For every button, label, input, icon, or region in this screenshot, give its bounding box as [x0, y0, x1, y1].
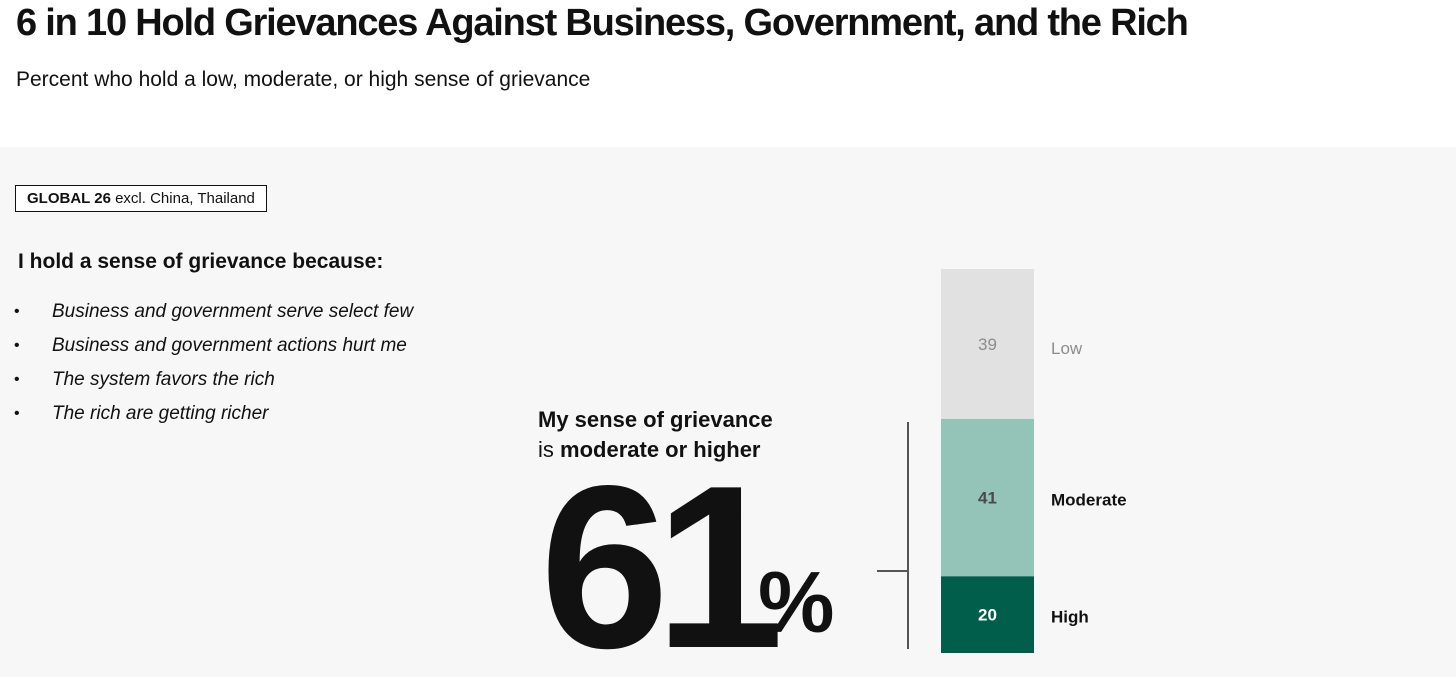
region-badge-bold: GLOBAL 26 [27, 190, 111, 207]
chart-subtitle: Percent who hold a low, moderate, or hig… [16, 68, 591, 91]
reason-item: The system favors the rich [0, 366, 413, 400]
reasons-list: Business and government serve select few… [0, 298, 413, 434]
bracket-vertical-line [907, 422, 909, 649]
stacked-bar-chart: 20 High 41 Moderate 39 Low [941, 269, 1127, 653]
data-label-moderate: 41 [978, 488, 997, 507]
region-badge: GLOBAL 26 excl. China, Thailand [15, 185, 267, 212]
callout-line2-bold: moderate or higher [560, 437, 761, 462]
callout-text: My sense of grievance is moderate or hig… [538, 405, 773, 465]
bar-segment-moderate [941, 418, 1034, 577]
reason-item: Business and government actions hurt me [0, 332, 413, 366]
chart-title: 6 in 10 Hold Grievances Against Business… [16, 2, 1189, 44]
bar-segment-low [941, 269, 1034, 419]
callout-line2-prefix: is [538, 437, 554, 462]
bar-segment-high [941, 576, 1034, 653]
reason-item: The rich are getting richer [0, 400, 413, 434]
segment-label-low: Low [1051, 339, 1083, 358]
big-percentage-value: 61 [540, 438, 784, 697]
data-label-low: 39 [978, 335, 997, 354]
region-badge-rest: excl. China, Thailand [115, 190, 255, 207]
bracket-horizontal-line [877, 570, 908, 572]
segment-label-moderate: Moderate [1051, 490, 1127, 509]
segment-label-high: High [1051, 608, 1089, 627]
data-label-high: 20 [978, 606, 997, 625]
reason-item: Business and government serve select few [0, 298, 413, 332]
reasons-heading: I hold a sense of grievance because: [18, 250, 384, 273]
big-percentage-unit: % [758, 555, 835, 651]
callout-line1: My sense of grievance [538, 407, 773, 432]
